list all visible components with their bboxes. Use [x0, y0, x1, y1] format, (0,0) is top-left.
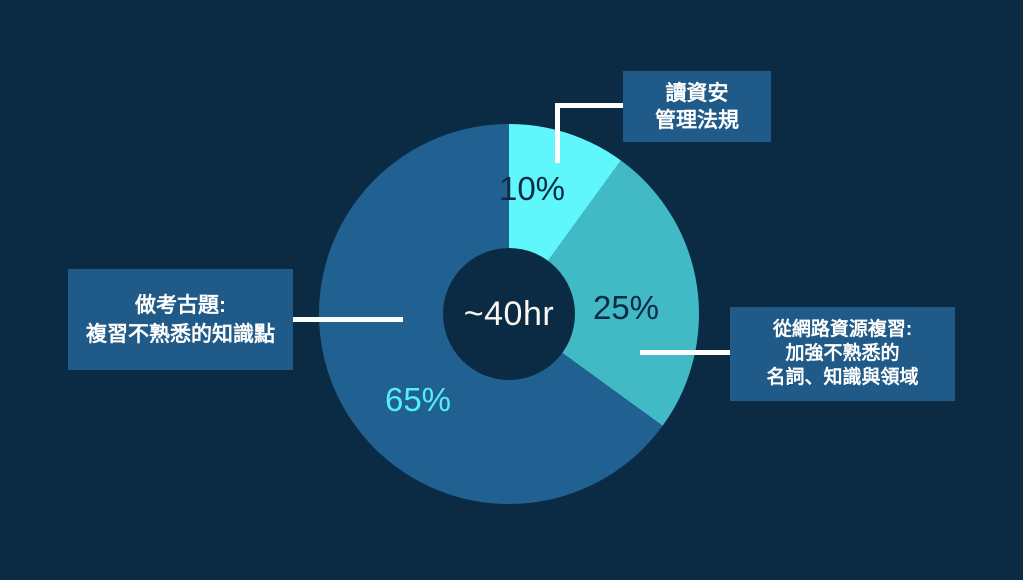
callout-right-line2: 加強不熟悉的 — [785, 343, 900, 364]
connector-right — [640, 350, 730, 355]
callout-box-top: 讀資安 管理法規 — [623, 71, 771, 142]
connector-top-vertical — [555, 103, 560, 163]
donut-hole: ~40hr — [443, 248, 575, 380]
slice-percent-label-blue: 65% — [384, 381, 452, 418]
callout-right-line3: 名詞、知識與領域 — [766, 367, 919, 388]
callout-top-line2: 管理法規 — [655, 108, 739, 132]
donut-center-label: ~40hr — [463, 294, 555, 333]
callout-right-line1: 從網路資源複習: — [772, 319, 913, 340]
slice-percent-label-teal: 25% — [592, 289, 660, 326]
callout-box-left: 做考古題: 複習不熟悉的知識點 — [68, 269, 293, 370]
callout-left-line2: 複習不熟悉的知識點 — [86, 322, 275, 346]
connector-top-horizontal — [555, 103, 623, 108]
callout-box-right: 從網路資源複習: 加強不熟悉的 名詞、知識與領域 — [730, 307, 955, 401]
callout-top-line1: 讀資安 — [665, 81, 729, 105]
connector-left — [293, 317, 403, 322]
callout-left-line1: 做考古題: — [135, 293, 226, 317]
slice-percent-label-cyan: 10% — [498, 170, 566, 207]
